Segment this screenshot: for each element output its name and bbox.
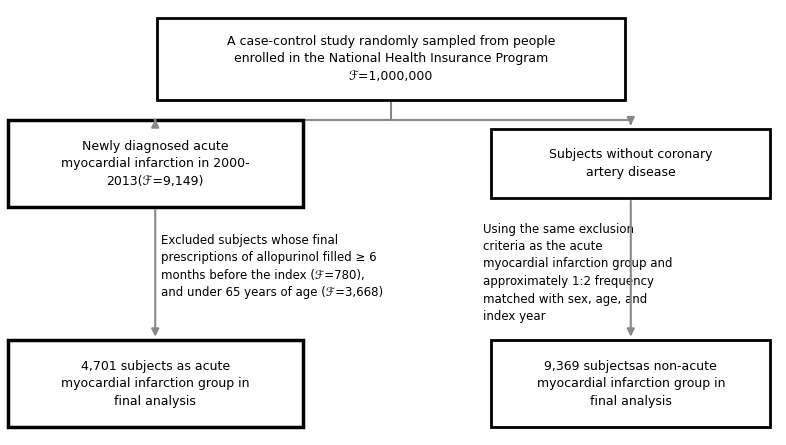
- Text: 4,701 subjects as acute
myocardial infarction group in
final analysis: 4,701 subjects as acute myocardial infar…: [61, 360, 249, 408]
- Text: A case-control study randomly sampled from people
enrolled in the National Healt: A case-control study randomly sampled fr…: [227, 35, 555, 83]
- FancyBboxPatch shape: [491, 340, 770, 427]
- FancyBboxPatch shape: [8, 120, 303, 207]
- Text: Subjects without coronary
artery disease: Subjects without coronary artery disease: [549, 148, 713, 179]
- Text: Excluded subjects whose final
prescriptions of allopurinol filled ≥ 6
months bef: Excluded subjects whose final prescripti…: [161, 234, 384, 299]
- Text: Newly diagnosed acute
myocardial infarction in 2000-
2013(ℱ=9,149): Newly diagnosed acute myocardial infarct…: [61, 140, 249, 187]
- FancyBboxPatch shape: [491, 129, 770, 198]
- FancyBboxPatch shape: [157, 18, 625, 100]
- Text: 9,369 subjectsas non-acute
myocardial infarction group in
final analysis: 9,369 subjectsas non-acute myocardial in…: [537, 360, 725, 408]
- Text: Using the same exclusion
criteria as the acute
myocardial infarction group and
a: Using the same exclusion criteria as the…: [483, 222, 673, 323]
- FancyBboxPatch shape: [8, 340, 303, 427]
